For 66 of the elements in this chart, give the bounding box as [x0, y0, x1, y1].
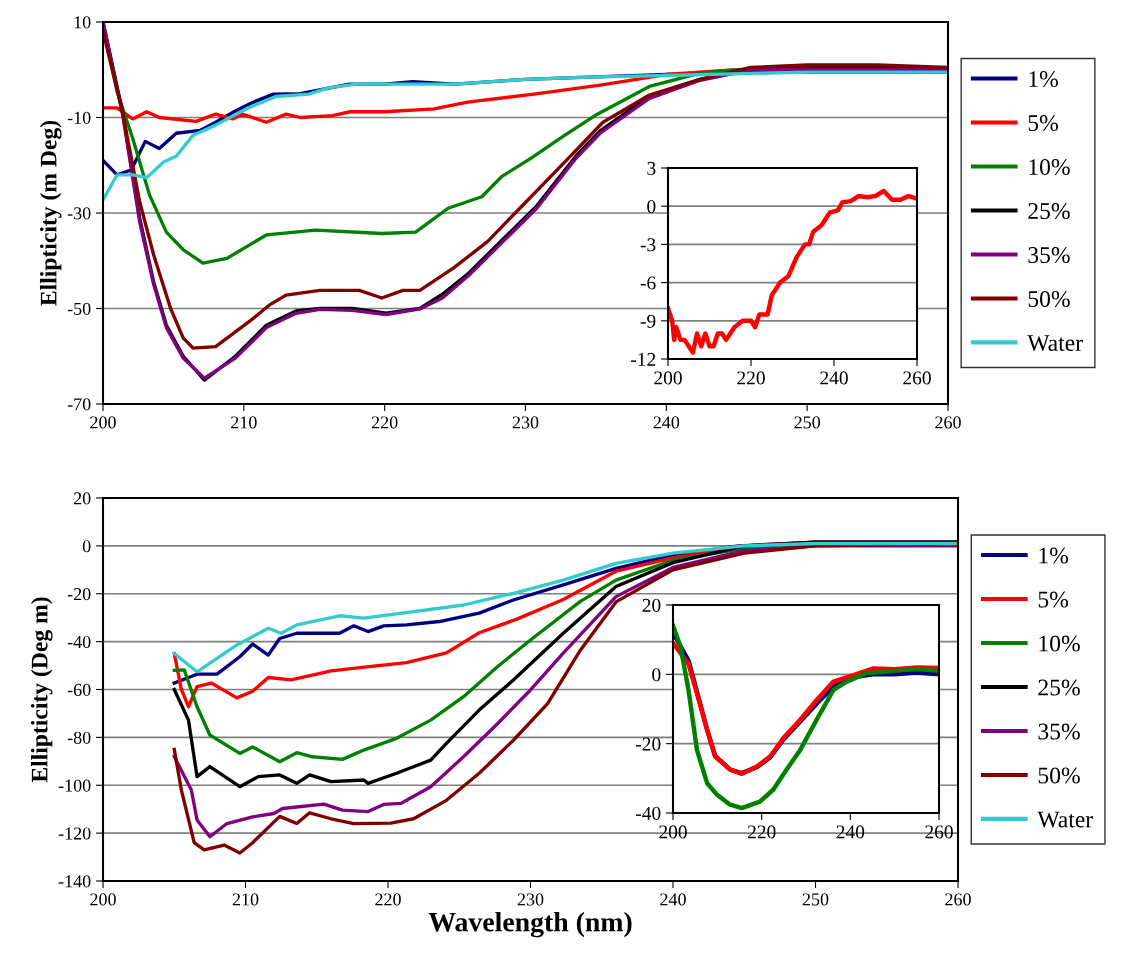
- y-tick-label: 3: [647, 161, 656, 175]
- x-tick-label: 260: [935, 416, 961, 429]
- legend-label: 1%: [1039, 547, 1069, 564]
- y-tick-label: -20: [636, 737, 661, 751]
- y-tick-label: -3: [640, 238, 656, 252]
- x-tick-label: 220: [371, 416, 398, 429]
- x-tick-label: 220: [737, 371, 765, 385]
- y-axis-title: Ellipticity (m Deg): [39, 120, 62, 306]
- x-tick-label: 240: [660, 893, 686, 906]
- y-tick-label: -80: [67, 731, 91, 744]
- x-tick-label: 210: [231, 416, 257, 429]
- x-tick-label: 200: [654, 371, 682, 385]
- x-tick-label: 230: [512, 416, 539, 429]
- y-tick-label: -100: [58, 779, 91, 792]
- legend-label: Water: [1037, 811, 1093, 828]
- legend-label: 5%: [1038, 591, 1069, 608]
- legend-label: 35%: [1038, 723, 1080, 740]
- x-tick-label: 200: [90, 416, 116, 429]
- x-tick-label: 200: [659, 825, 687, 839]
- y-tick-label: -140: [58, 875, 91, 888]
- x-tick-label: 260: [945, 893, 971, 906]
- y-tick-label: -9: [640, 314, 656, 328]
- x-tick-label: 260: [903, 371, 931, 385]
- x-tick-label: 250: [802, 893, 829, 906]
- x-tick-label: 250: [794, 416, 821, 429]
- x-tick-label: 220: [747, 825, 776, 839]
- x-tick-label: 240: [820, 371, 848, 385]
- y-axis-title: Ellipticity (Deg m): [30, 597, 53, 783]
- x-tick-label: 260: [925, 825, 953, 839]
- y-tick-label: 0: [647, 200, 656, 214]
- legend-label: 10%: [1029, 159, 1070, 176]
- y-tick-label: -10: [67, 111, 91, 124]
- y-tick-label: -20: [67, 588, 91, 601]
- y-tick-label: -50: [67, 302, 91, 315]
- legend-label: 5%: [1028, 115, 1058, 132]
- x-tick-label: 200: [90, 893, 116, 906]
- legend-label: 25%: [1028, 203, 1070, 220]
- y-tick-label: -6: [640, 276, 656, 290]
- y-tick-label: 20: [642, 598, 661, 612]
- x-tick-label: 220: [375, 893, 401, 906]
- legend-label: 10%: [1039, 635, 1080, 652]
- legend-label: 25%: [1038, 679, 1080, 696]
- y-tick-label: -40: [636, 806, 661, 820]
- x-tick-label: 230: [517, 893, 544, 906]
- x-tick-label: 240: [836, 825, 865, 839]
- y-tick-label: -40: [67, 635, 91, 649]
- y-tick-label: -120: [58, 827, 91, 840]
- line-series: [668, 188, 917, 355]
- line-series: [103, 70, 948, 202]
- y-tick-label: -70: [67, 398, 91, 411]
- y-tick-label: 20: [73, 492, 91, 505]
- legend-label: 50%: [1038, 767, 1080, 784]
- y-tick-label: -12: [631, 352, 656, 366]
- x-axis-title: Wavelength (nm): [428, 911, 632, 938]
- y-tick-label: 0: [652, 668, 661, 682]
- y-tick-label: -30: [67, 207, 91, 220]
- legend-label: 1%: [1029, 71, 1058, 88]
- x-tick-label: 210: [232, 893, 259, 906]
- legend-label: Water: [1027, 335, 1083, 352]
- x-tick-label: 240: [653, 416, 680, 429]
- y-tick-label: 0: [82, 540, 91, 553]
- legend-label: 50%: [1028, 291, 1070, 308]
- legend-label: 35%: [1028, 247, 1070, 264]
- y-tick-label: 10: [74, 16, 91, 29]
- line-series: [673, 623, 939, 811]
- y-tick-label: -60: [67, 683, 91, 696]
